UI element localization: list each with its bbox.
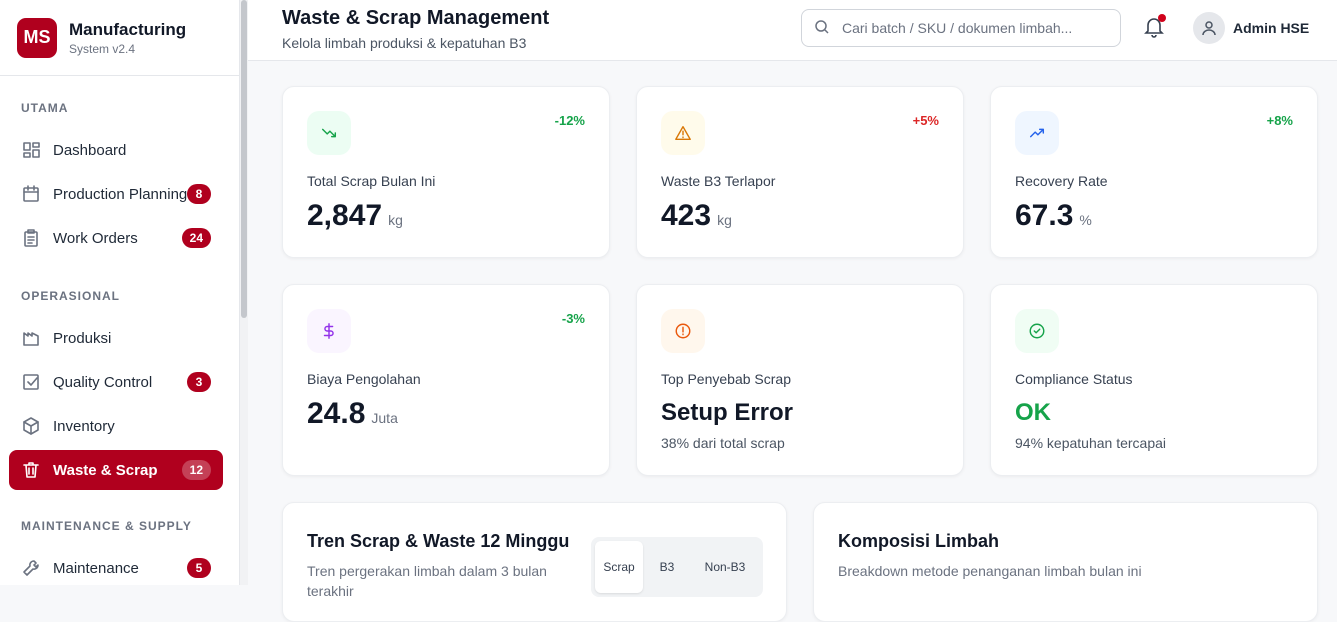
sidebar-item-dashboard[interactable]: Dashboard xyxy=(0,128,239,172)
brand: MS Manufacturing System v2.4 xyxy=(0,0,239,76)
kpi-subtext: 94% kepatuhan tercapai xyxy=(1015,435,1166,451)
kpi-value-group: 2,847 kg xyxy=(307,199,403,233)
sidebar-item-label: Waste & Scrap xyxy=(53,461,158,479)
kpi-value: 67.3 xyxy=(1015,199,1074,232)
kpi-value: Setup Error xyxy=(661,399,794,426)
clipboard-icon xyxy=(21,228,41,248)
kpi-unit: Juta xyxy=(371,410,398,426)
trending-up-icon xyxy=(1015,111,1059,155)
sidebar-item-label: Produksi xyxy=(53,329,112,347)
logo: MS xyxy=(17,17,57,58)
sidebar-item-produksi[interactable]: Produksi xyxy=(0,316,239,360)
count-badge: 3 xyxy=(187,372,211,392)
tab-scrap[interactable]: Scrap xyxy=(595,541,643,593)
kpi-value: OK xyxy=(1015,399,1051,426)
kpi-card: Top Penyebab Scrap Setup Error 38% dari t… xyxy=(636,284,964,476)
trash-icon xyxy=(21,460,41,480)
trend-card: Tren Scrap & Waste 12 Minggu Tren perger… xyxy=(282,502,787,622)
kpi-label: Recovery Rate xyxy=(1015,173,1108,189)
kpi-value-group: 67.3% xyxy=(1015,199,1092,233)
kpi-delta: +5% xyxy=(912,113,939,128)
warning-icon xyxy=(661,111,705,155)
trending-down-icon xyxy=(307,111,351,155)
kpi-delta: +8% xyxy=(1266,113,1293,128)
kpi-label: Biaya Pengolahan xyxy=(307,371,421,387)
factory-icon xyxy=(21,328,41,348)
kpi-value: 2,847 xyxy=(307,199,383,232)
user-name: Admin HSE xyxy=(1233,20,1310,36)
user-menu[interactable]: Admin HSE xyxy=(1193,12,1309,44)
kpi-value-group: 423 kg xyxy=(661,199,732,233)
kpi-card: -12% Total Scrap Bulan Ini 2,847 kg xyxy=(282,86,610,258)
kpi-label: Waste B3 Terlapor xyxy=(661,173,776,189)
bell-icon[interactable] xyxy=(1144,14,1166,40)
kpi-value: 423 xyxy=(661,199,712,232)
kpi-value: 24.8 xyxy=(307,397,366,430)
kpi-card: Compliance Status OK 94% kepatuhan tercap… xyxy=(990,284,1318,476)
kpi-card: -3% Biaya Pengolahan 24.8 Juta xyxy=(282,284,610,476)
sidebar-item-production-planning[interactable]: Production Planning 8 xyxy=(0,172,239,216)
sidebar: MS Manufacturing System v2.4 UTAMA Dashboa… xyxy=(0,0,240,585)
kpi-value-group: 24.8 Juta xyxy=(307,397,398,431)
page-title: Waste & Scrap Management xyxy=(282,7,550,29)
check-circle-icon xyxy=(1015,309,1059,353)
sidebar-item-label: Work Orders xyxy=(53,229,138,247)
kpi-unit: kg xyxy=(388,212,403,228)
header: Waste & Scrap Management Kelola limbah p… xyxy=(248,0,1337,61)
brand-name: Manufacturing xyxy=(69,19,187,39)
sidebar-item-label: Quality Control xyxy=(53,373,153,391)
trend-title: Tren Scrap & Waste 12 Minggu xyxy=(307,531,570,551)
calendar-icon xyxy=(21,184,41,204)
count-badge: 24 xyxy=(181,228,211,248)
composition-card: Komposisi Limbah Breakdown metode penang… xyxy=(813,502,1318,622)
composition-title: Komposisi Limbah xyxy=(838,531,1000,551)
sidebar-item-label: Maintenance xyxy=(53,559,139,577)
section-title: UTAMA xyxy=(21,101,69,115)
kpi-delta: -3% xyxy=(561,311,585,326)
count-badge: 8 xyxy=(187,184,211,204)
dollar-icon xyxy=(307,309,351,353)
kpi-delta: -12% xyxy=(554,113,585,128)
alert-circle-icon xyxy=(661,309,705,353)
brand-version: System v2.4 xyxy=(69,41,136,56)
sidebar-item-work-orders[interactable]: Work Orders 24 xyxy=(0,216,239,260)
count-badge: 12 xyxy=(181,460,211,480)
trend-tabs: Scrap B3 Non-B3 xyxy=(591,537,763,597)
sidebar-item-inventory[interactable]: Inventory xyxy=(0,404,239,448)
sidebar-item-waste-scrap[interactable]: Waste & Scrap 12 xyxy=(9,450,223,490)
kpi-label: Top Penyebab Scrap xyxy=(661,371,791,387)
search-input[interactable]: Cari batch / SKU / dokumen limbah... xyxy=(801,9,1121,47)
sidebar-item-quality-control[interactable]: Quality Control 3 xyxy=(0,360,239,404)
wrench-icon xyxy=(21,558,41,578)
composition-subtitle: Breakdown metode penanganan limbah bulan… xyxy=(838,563,1142,579)
sidebar-item-label: Inventory xyxy=(53,417,115,435)
page-subtitle: Kelola limbah produksi & kepatuhan B3 xyxy=(282,35,527,51)
notification-dot xyxy=(1158,14,1166,22)
tab-non-b3[interactable]: Non-B3 xyxy=(704,560,746,574)
kpi-label: Total Scrap Bulan Ini xyxy=(307,173,436,189)
kpi-card: +8% Recovery Rate 67.3% xyxy=(990,86,1318,258)
kpi-card: +5% Waste B3 Terlapor 423 kg xyxy=(636,86,964,258)
sidebar-scrollbar[interactable] xyxy=(240,0,248,585)
sidebar-item-label: Production Planning xyxy=(53,185,188,203)
section-title: OPERASIONAL xyxy=(21,289,121,303)
section-title: MAINTENANCE & SUPPLY xyxy=(21,519,192,533)
box-icon xyxy=(21,416,41,436)
user-icon xyxy=(1193,12,1225,44)
search-icon xyxy=(814,19,830,38)
checkbox-icon xyxy=(21,372,41,392)
kpi-unit: % xyxy=(1079,212,1092,228)
kpi-label: Compliance Status xyxy=(1015,371,1133,387)
kpi-unit: kg xyxy=(717,212,732,228)
sidebar-item-maintenance[interactable]: Maintenance 5 xyxy=(0,546,239,590)
count-badge: 5 xyxy=(187,558,211,578)
tab-b3[interactable]: B3 xyxy=(659,560,675,574)
sidebar-item-label: Dashboard xyxy=(53,141,127,159)
kpi-subtext: 38% dari total scrap xyxy=(661,435,785,451)
trend-subtitle: Tren pergerakan limbah dalam 3 bulan ter… xyxy=(307,563,547,599)
grid-icon xyxy=(21,140,41,160)
